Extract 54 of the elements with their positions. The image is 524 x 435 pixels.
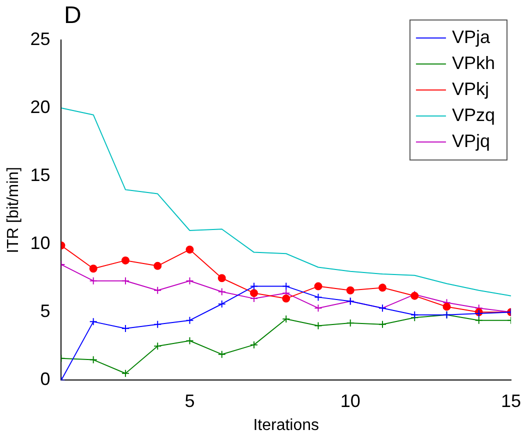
point — [154, 262, 162, 270]
point — [89, 264, 98, 273]
y-tick-label: 25 — [30, 28, 50, 49]
legend-label: VPjq — [452, 130, 490, 151]
point — [186, 276, 194, 285]
point — [89, 276, 98, 285]
point — [474, 316, 483, 324]
point — [89, 356, 98, 364]
point — [121, 369, 130, 378]
point — [218, 288, 226, 296]
point — [314, 322, 322, 330]
y-axis-title: ITR [bit/min] — [5, 166, 22, 254]
point — [218, 350, 226, 358]
point — [282, 282, 290, 290]
point — [250, 340, 258, 349]
legend-label: VPkh — [452, 52, 495, 73]
point — [121, 324, 130, 332]
point — [442, 302, 451, 311]
point — [282, 314, 290, 323]
point — [346, 286, 354, 294]
point — [250, 289, 258, 298]
point — [314, 304, 322, 312]
point — [378, 284, 386, 292]
point — [121, 276, 130, 285]
point — [186, 336, 194, 345]
legend-label: VPzq — [452, 104, 495, 125]
y-tick-label: 10 — [30, 233, 50, 254]
point — [121, 256, 130, 264]
y-tick-label: 5 — [40, 301, 50, 322]
x-tick-label: 15 — [500, 390, 522, 411]
legend-label: VPkj — [452, 78, 489, 99]
point — [154, 286, 162, 294]
point — [186, 316, 194, 324]
x-axis-title: Iterations — [253, 416, 320, 434]
point — [218, 274, 226, 282]
y-tick-label: 0 — [40, 369, 50, 390]
point — [186, 246, 194, 254]
point — [282, 294, 290, 303]
point — [314, 282, 322, 290]
y-tick-label: 15 — [30, 165, 50, 186]
point — [154, 342, 162, 350]
point — [218, 300, 226, 308]
point — [410, 310, 419, 319]
point — [346, 319, 354, 328]
legend-label: VPja — [452, 26, 491, 47]
x-tick-label: 10 — [340, 390, 360, 411]
chart-title: D — [64, 2, 82, 30]
point — [250, 282, 258, 290]
point — [89, 318, 98, 326]
point — [314, 293, 322, 302]
x-tick-label: 5 — [184, 390, 195, 411]
point — [154, 320, 162, 328]
y-tick-label: 20 — [30, 97, 50, 118]
point — [378, 320, 386, 328]
